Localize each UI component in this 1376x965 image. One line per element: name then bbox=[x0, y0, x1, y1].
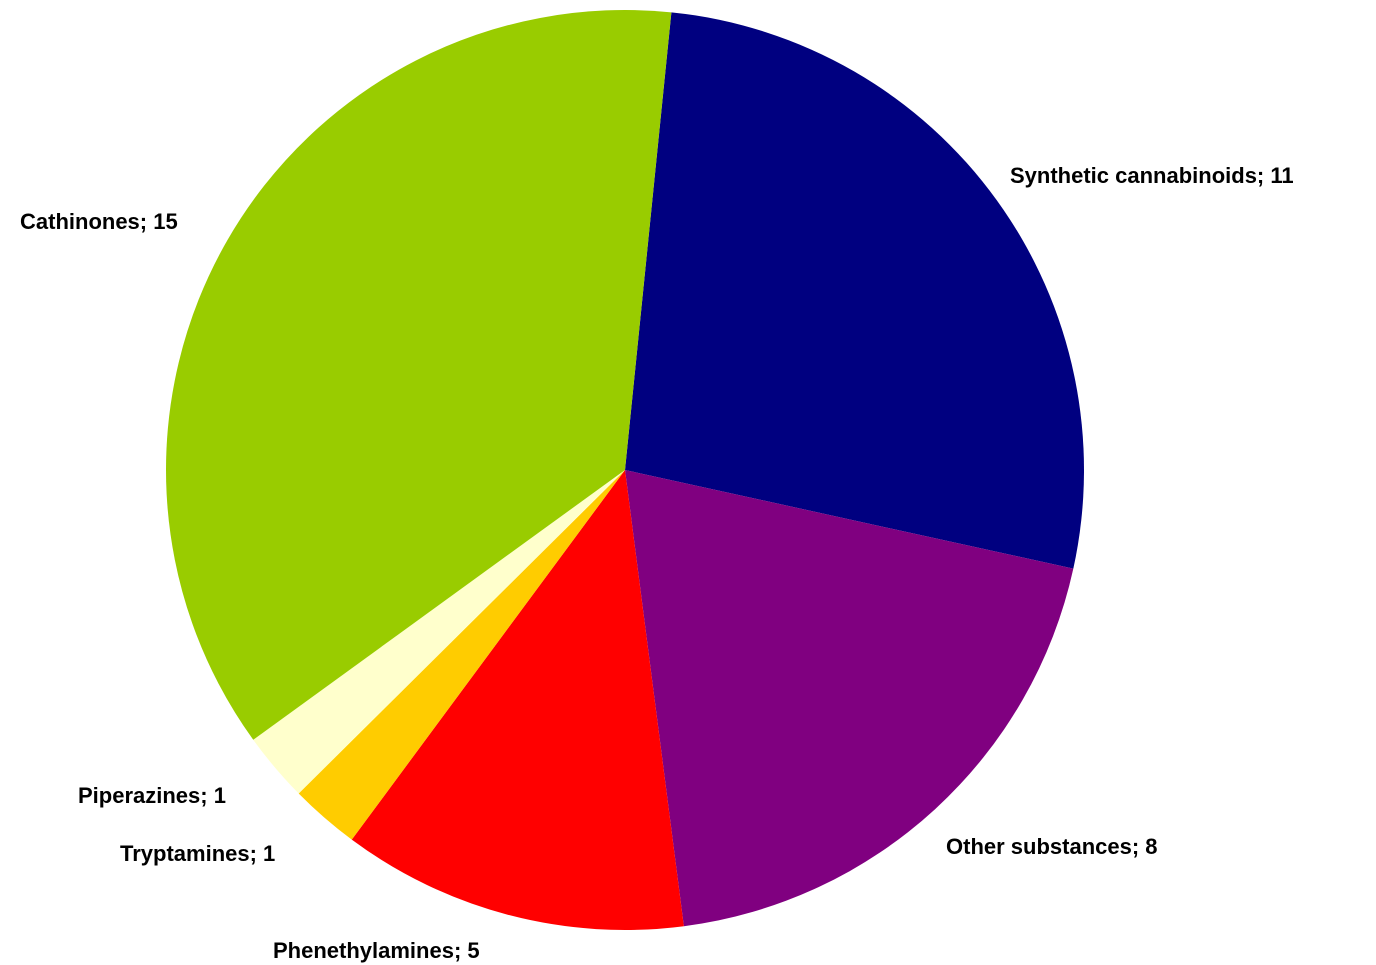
pie-slice-synthetic-cannabinoids bbox=[625, 12, 1085, 569]
pie-slice-cathinones bbox=[166, 9, 672, 740]
pie-slices bbox=[166, 9, 1085, 931]
pie-slice-tryptamines bbox=[298, 470, 625, 840]
pie-slice-piperazines bbox=[253, 470, 626, 794]
pie-slice-phenethylamines bbox=[351, 470, 684, 931]
pie-labels: Synthetic cannabinoids; 11 Other substan… bbox=[20, 163, 1294, 963]
slice-label-piperazines: Piperazines; 1 bbox=[78, 783, 226, 808]
pie-slice-other-substances bbox=[625, 470, 1074, 927]
slice-label-other-substances: Other substances; 8 bbox=[946, 834, 1158, 859]
slice-label-phenethylamines: Phenethylamines; 5 bbox=[273, 938, 480, 963]
slice-label-cathinones: Cathinones; 15 bbox=[20, 209, 178, 234]
slice-label-tryptamines: Tryptamines; 1 bbox=[120, 841, 275, 866]
slice-label-synthetic-cannabinoids: Synthetic cannabinoids; 11 bbox=[1010, 163, 1294, 188]
